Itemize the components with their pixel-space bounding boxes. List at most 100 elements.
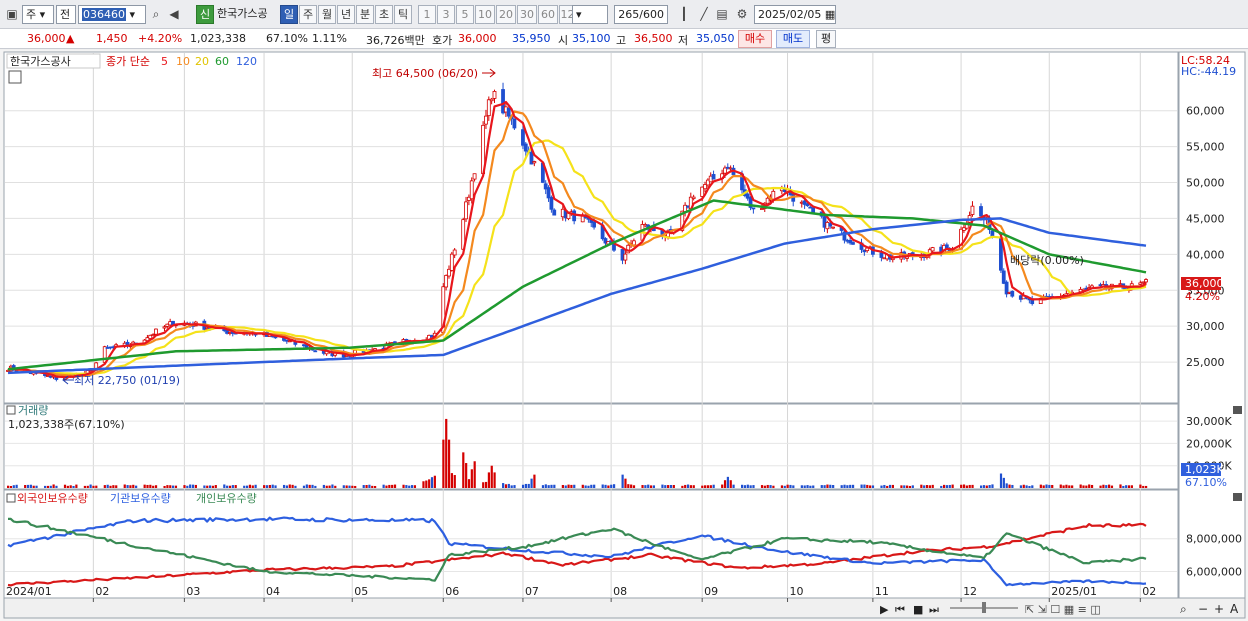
volume-bar bbox=[223, 484, 226, 488]
chart-area[interactable]: 2024/01 02 03 04 05 06 07 08 09 10 11 12 2025/01 02 25… bbox=[0, 50, 1248, 621]
candle-body bbox=[447, 268, 451, 277]
volume-bar bbox=[282, 484, 286, 488]
interval-button-20[interactable]: 20 bbox=[496, 5, 516, 24]
candle-body bbox=[811, 207, 816, 213]
candle-body bbox=[1001, 270, 1006, 284]
volume-bar bbox=[530, 478, 533, 488]
zoom-icon[interactable]: ⌕ bbox=[1180, 602, 1187, 616]
volume-bar bbox=[1005, 483, 1008, 488]
volume-bar bbox=[425, 480, 428, 488]
count-input[interactable]: 265/600 bbox=[614, 5, 668, 24]
volume-bar bbox=[925, 485, 929, 488]
candle-body bbox=[452, 249, 457, 256]
x-tick-label: 10 bbox=[790, 585, 804, 598]
font-size-icon[interactable]: A bbox=[1230, 602, 1239, 616]
period-tab-0[interactable]: 일 bbox=[280, 5, 298, 24]
sell-button[interactable]: 매도 bbox=[776, 30, 810, 48]
zoom-in-icon[interactable]: + bbox=[1214, 602, 1224, 616]
interval-button-3[interactable]: 3 bbox=[437, 5, 455, 24]
candle-body bbox=[962, 227, 966, 231]
volume-bar bbox=[413, 485, 417, 488]
x-tick-label: 02 bbox=[95, 585, 109, 598]
volume-bar bbox=[1110, 485, 1114, 488]
period-tab-6[interactable]: 틱 bbox=[394, 5, 412, 24]
scroll-end-icon[interactable]: ⏭ bbox=[929, 603, 939, 616]
volume-bar bbox=[129, 485, 132, 488]
search-icon[interactable]: ⌕ bbox=[152, 7, 160, 21]
volume-bar bbox=[780, 485, 784, 488]
scroll-start-icon[interactable]: ⏮ bbox=[895, 603, 905, 616]
volume-bar bbox=[871, 485, 875, 488]
interval-button-1[interactable]: 1 bbox=[418, 5, 436, 24]
volume-bar bbox=[1085, 485, 1088, 488]
stop-icon[interactable]: ■ bbox=[913, 603, 923, 616]
candle-body bbox=[1004, 281, 1009, 295]
volume-bar bbox=[447, 439, 451, 488]
candle-body bbox=[489, 98, 494, 102]
volume-bar bbox=[208, 485, 212, 488]
interval-select[interactable]: ▾ bbox=[572, 5, 608, 24]
period-tab-5[interactable]: 초 bbox=[375, 5, 393, 24]
date-value: 2025/02/05 bbox=[758, 8, 822, 21]
holding-panel-close-icon[interactable] bbox=[1233, 493, 1242, 501]
gear-icon[interactable]: ⚙ bbox=[736, 7, 748, 21]
volume-bar bbox=[470, 469, 473, 488]
volume-tick-label: 30,000K bbox=[1186, 415, 1232, 428]
volume-bar bbox=[763, 485, 766, 488]
speaker-icon[interactable]: ◀ bbox=[169, 7, 179, 21]
period-tab-4[interactable]: 분 bbox=[356, 5, 374, 24]
interval-button-60[interactable]: 60 bbox=[538, 5, 558, 24]
period-tab-3[interactable]: 년 bbox=[337, 5, 355, 24]
zoom-out-icon[interactable]: − bbox=[1198, 602, 1208, 616]
market-select[interactable]: 주 ▾ bbox=[22, 5, 54, 24]
candle-type-icon[interactable]: ┃ bbox=[680, 7, 688, 21]
volume-bar bbox=[701, 485, 704, 488]
volume-bar bbox=[1065, 484, 1068, 488]
volume-bar bbox=[823, 485, 826, 488]
candle-body bbox=[151, 334, 155, 337]
interval-button-30[interactable]: 30 bbox=[517, 5, 537, 24]
volume-bar bbox=[325, 485, 328, 488]
interval-button-10[interactable]: 10 bbox=[475, 5, 495, 24]
last-volume-badge: 1,023K bbox=[1185, 463, 1224, 476]
candle-body bbox=[273, 336, 278, 339]
volume-bar bbox=[1122, 485, 1125, 488]
volume-bar bbox=[888, 484, 892, 488]
volume-bar bbox=[234, 485, 237, 488]
interval-button-5[interactable]: 5 bbox=[456, 5, 474, 24]
candle-body bbox=[1010, 290, 1015, 297]
x-tick-label: 2025/01 bbox=[1051, 585, 1097, 598]
volume-bar bbox=[1045, 484, 1048, 488]
buy-button[interactable]: 매수 bbox=[738, 30, 772, 48]
volume-panel-close-icon[interactable] bbox=[1233, 406, 1242, 414]
volume-bar bbox=[644, 485, 647, 488]
scroll-controls[interactable]: ▶ ⏮ ■ ⏭ ⇱ ⇲ ☐ ▦ ≡ ◫ ⌕ − + A bbox=[880, 602, 1239, 616]
count-value: 265 bbox=[618, 8, 640, 21]
dividend-annotation: 배당락(0.00%) bbox=[1010, 254, 1084, 267]
volume-bar bbox=[52, 484, 55, 488]
volume-bar bbox=[92, 485, 95, 488]
volume-bar bbox=[328, 485, 331, 488]
volume-bar bbox=[533, 474, 536, 488]
prev-select[interactable]: 전 bbox=[56, 5, 76, 24]
draw-tool-icon[interactable]: ╱ bbox=[700, 7, 708, 21]
average-button[interactable]: 평 bbox=[816, 30, 836, 48]
volume-panel-toggle-icon[interactable] bbox=[6, 405, 16, 415]
volume-bar bbox=[391, 484, 394, 488]
window-menu-icon[interactable]: ▣ bbox=[6, 7, 18, 21]
period-tab-2[interactable]: 월 bbox=[318, 5, 336, 24]
volume-bar bbox=[652, 485, 656, 488]
holding-panel-toggle-icon[interactable] bbox=[6, 493, 16, 503]
table-toggle-icon[interactable] bbox=[8, 70, 22, 84]
tool-icons[interactable]: ⇱ ⇲ ☐ ▦ ≡ ◫ bbox=[1025, 603, 1101, 616]
candle-body bbox=[930, 247, 935, 252]
scroll-right-icon[interactable]: ▶ bbox=[880, 603, 889, 616]
candle-body bbox=[851, 242, 855, 245]
code-input[interactable]: 036460 ▾ bbox=[78, 5, 146, 24]
date-input[interactable]: 2025/02/05 ▦ bbox=[754, 5, 836, 24]
save-icon[interactable]: ▤ bbox=[716, 7, 728, 21]
period-tab-1[interactable]: 주 bbox=[299, 5, 317, 24]
volume-bar bbox=[86, 485, 89, 488]
scroll-thumb[interactable] bbox=[982, 602, 986, 613]
volume-bar bbox=[72, 485, 75, 488]
